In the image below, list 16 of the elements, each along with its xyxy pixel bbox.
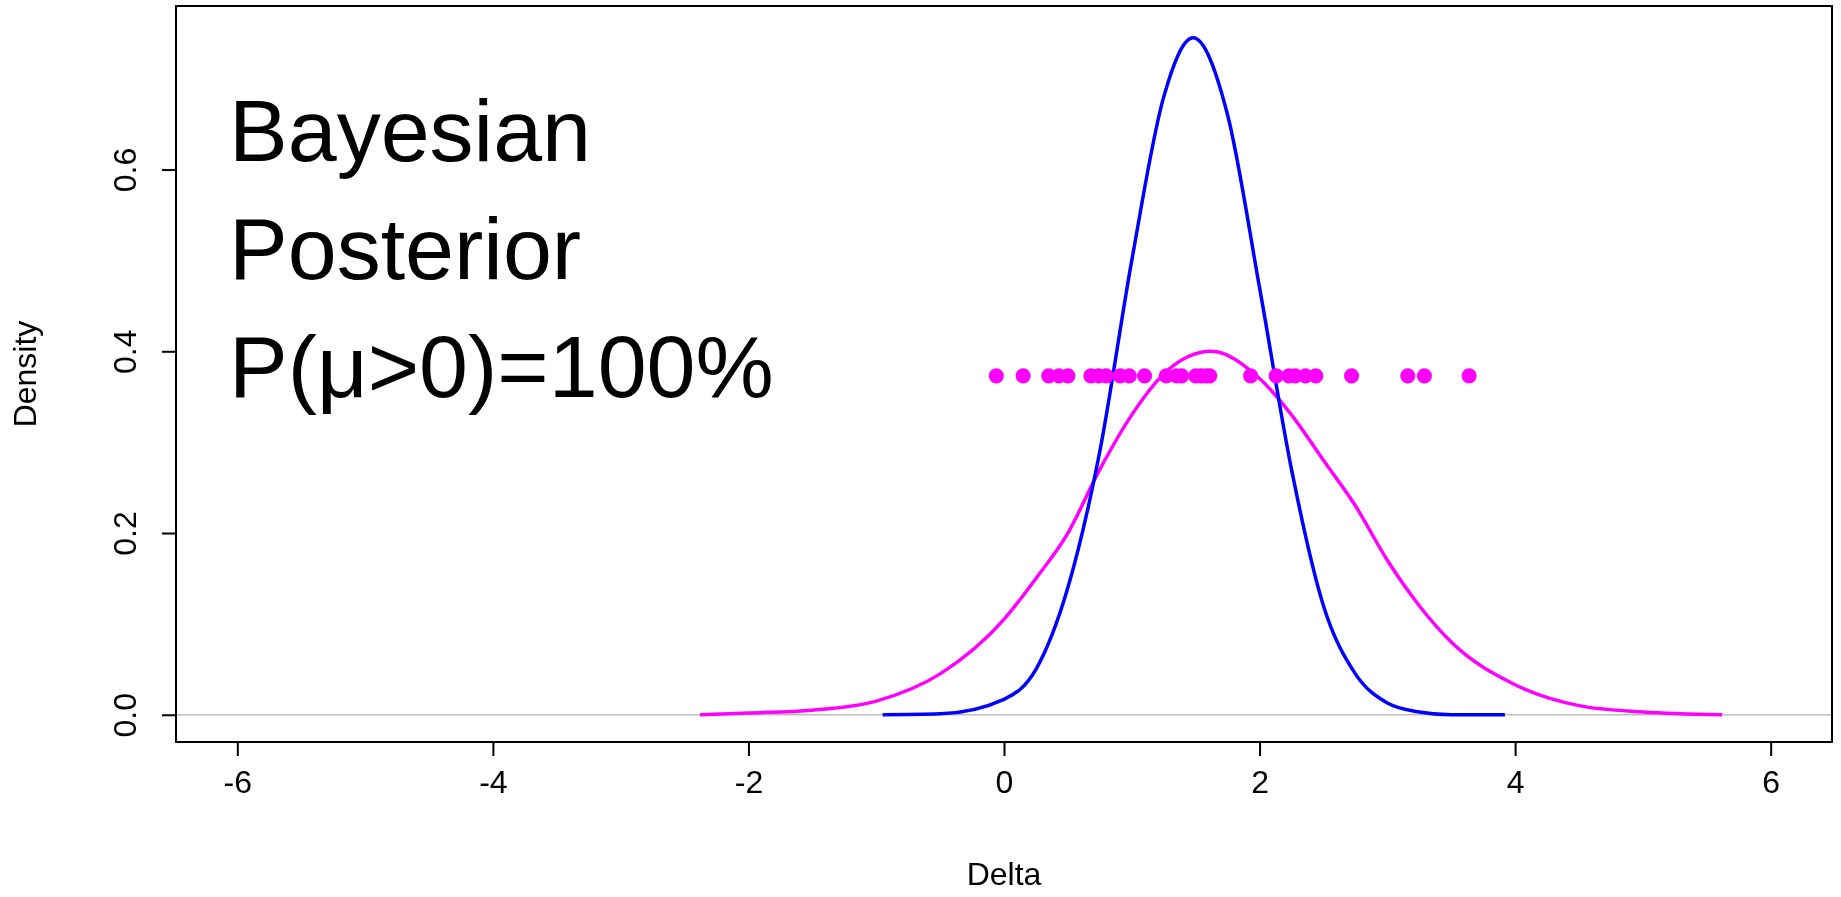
x-tick-label: 0 bbox=[995, 763, 1014, 800]
annotation: Posterior bbox=[229, 199, 582, 298]
y-tick-label: 0.2 bbox=[107, 511, 143, 556]
x-tick-label: 2 bbox=[1251, 763, 1269, 800]
y-tick-label: 0.4 bbox=[107, 329, 143, 375]
x-tick-label: -4 bbox=[479, 763, 508, 800]
y-tick-label: 0.0 bbox=[107, 693, 143, 738]
x-tick-label: -2 bbox=[734, 763, 764, 800]
annotation: P(μ>0)=100% bbox=[229, 317, 774, 416]
x-axis-title: Delta bbox=[966, 856, 1042, 892]
x-tick-label: -6 bbox=[223, 763, 253, 800]
y-axis-title: Density bbox=[7, 320, 43, 428]
annotation: Bayesian bbox=[229, 81, 592, 180]
y-tick-label: 0.6 bbox=[107, 147, 143, 193]
x-tick-label: 6 bbox=[1762, 763, 1781, 800]
x-tick-label: 4 bbox=[1506, 763, 1525, 800]
